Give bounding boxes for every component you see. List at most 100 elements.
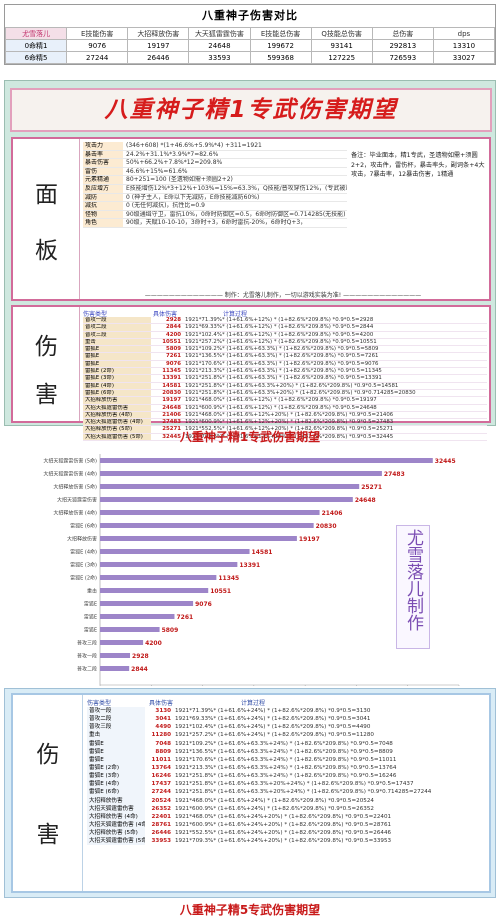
damage-value: 20524 [151,797,171,804]
side-char: 伤 [35,334,58,360]
data-label: 2844 [131,666,148,673]
damage-value: 10551 [162,338,181,345]
table-row: 雷狐E 5809 1921*109.2%* (1+61.6%+63.3%) * (1… [83,346,487,354]
chart-bar [100,588,209,593]
data-label: 21406 [322,510,343,517]
damage-type: 雷狐E (4命) [83,382,151,389]
stats-note: 备注：毕业面本，精1专武，圣遗物如需+须圆2+2，攻击件，雷伤杯，暴击率头，副词… [351,152,485,178]
damage-value: 5809 [165,346,181,353]
table-row: 雷狐E (3命) 13391 1921*251.8%* (1+61.6%+63.3%… [83,375,487,383]
damage-side-label: 伤 害 [13,695,83,891]
damage-formula: 1921*468.0%* (1+61.6%+12%+20%) * (1+82.6… [185,411,394,418]
data-label: 24648 [355,497,376,504]
damage-side-label: 伤 害 [13,307,80,421]
damage-value: 25271 [162,426,181,433]
table-cell: 0命精1 [4,39,68,52]
damage-formula: 1921*709.3%* (1+61.6%+12%+20%) * (1+82.6… [185,433,394,440]
stats-list: 攻击力 (346+608) *(1+46.6%+5.9%*4) +311=1921… [83,142,347,228]
table-row: 大招天狐霆雷伤害 (4命) 27483 1921*600.9%* (1+61.6%+… [83,419,487,427]
comparison-title: 八重神子伤害对比 [202,9,298,22]
damage-type: 雷狐E (4命) [87,780,145,789]
table-row: 雷狐E (6命) 27244 1921*251.8%* (1+61.6%+63.3%… [87,788,485,797]
table-cell: 19197 [127,39,190,52]
damage-type: 普攻三段 [83,331,151,338]
table-row: 雷狐E (4命) 17437 1921*251.8%* (1+61.6%+63.3%… [87,780,485,789]
damage-value: 9076 [165,360,181,367]
table-row: 雷狐E (4命) 14581 1921*251.8%* (1+61.6%+63.3%… [83,382,487,390]
panel-title: 八重神子精1专武伤害期望 [104,97,398,123]
damage-formula: 1921*600.9%* (1+61.6%+12%+20%) * (1+82.6… [185,419,394,426]
table-row: 大招天狐霆雷伤害 (5命) 32445 1921*709.3%* (1+61.6%+… [83,433,487,442]
stat-row: 攻击力 (346+608) *(1+46.6%+5.9%*4) +311=1921 [83,142,347,151]
damage-header-calc: 计算过程 [223,311,248,318]
chart-bar [100,666,130,671]
comparison-header: 尤雪落儿 [4,27,68,40]
comparison-header: 大招释放伤害 [127,27,190,40]
damage-value: 28761 [151,821,171,828]
stat-key: 反应增方 [83,184,123,193]
table-row: 普攻二段 3041 1921*69.33%* (1+61.6%+24%) * (1+… [87,715,485,724]
damage-type: 大招天狐霆雷伤害 (4命) [83,419,151,426]
category-label: 大招释放伤害 (5命) [53,484,97,491]
damage-type: 雷狐E (2命) [83,368,151,375]
damage-value: 7261 [165,353,181,360]
damage-formula: 1921*102.4%* (1+61.6%+12%) * (1+82.6%*20… [185,331,374,338]
comparison-header-row: 尤雪落儿 E技能伤害 大招释放伤害 大天狐雷霆伤害 E技能总伤害 Q技能总伤害 … [4,27,496,40]
category-label: 雷狐E [84,614,97,621]
chart-bar [100,562,238,567]
stat-row: 减抗 0 (无任何减抗)，抗性比=0.9 [83,202,347,211]
damage-formula: 1921*251.8%* (1+61.6%+63.3%) * (1+82.6%*… [185,375,382,382]
table-cell: 13310 [432,39,496,52]
damage-formula: 1921*251.8%* (1+61.6%+63.3%+20%+24%) * (… [175,781,414,788]
category-label: 重击 [87,588,97,595]
table-cell: 24648 [188,39,251,52]
stat-key: 雷伤 [83,167,123,176]
damage-type: 重击 [87,731,145,740]
stat-value: 46.6%+15%=61.6% [126,167,188,175]
section-title-bottom: 八重神子精5专武伤害期望 [179,903,321,917]
stat-value: (346+608) *(1+46.6%+5.9%*4) +311=1921 [126,142,262,149]
chart-bar [100,458,433,463]
damage-value: 27483 [162,419,181,426]
stat-value: 90级通缉守卫，雷抗10%，0命时防御区=0.5，6命时防御区=0.714285… [126,210,346,218]
chart-bar [100,627,160,632]
table-row: 大招天狐霆雷伤害 (5命) 33953 1921*709.3%* (1+61.6%+… [87,837,485,846]
damage-value: 11011 [151,756,171,763]
damage-formula: 1921*468.0%* (1+61.6%+24%+20%) * (1+82.6… [175,813,392,820]
damage-type: 雷狐E (3命) [83,375,151,382]
damage-formula: 1921*600.9%* (1+61.6%+24%+20%) * (1+82.6… [175,821,392,828]
comparison-header: 大天狐雷霆伤害 [188,27,251,40]
damage-value: 14581 [162,382,181,389]
category-label: 普攻三段 [77,640,97,647]
data-label: 19197 [299,536,320,543]
damage-header-value: 具体伤害 [149,700,174,707]
table-row: 雷狐E 8809 1921*136.5%* (1+61.6%+63.3%+24%) … [87,747,485,756]
damage-formula: 1921*257.2%* (1+61.6%+12%) * (1+82.6%*20… [185,338,377,345]
stat-row: 雷伤 46.6%+15%=61.6% [83,167,347,177]
damage-value: 21406 [162,411,181,418]
damage-value: 3041 [155,716,171,723]
comparison-table: 八重神子伤害对比 尤雪落儿 E技能伤害 大招释放伤害 大天狐雷霆伤害 E技能总伤… [4,4,496,65]
stat-value: 90级，天赋10-10-10，3命时+3，6命时雷抗-20%，6命时Q+3， [126,219,307,227]
damage-panel: 伤 害 伤害类型 具体伤害 计算过程 普攻一段 2928 1921*71.39%* … [11,305,491,442]
table-cell: 6命精5 [4,51,68,64]
damage-value: 16246 [151,773,171,780]
stat-value: 0 (无任何减抗)，抗性比=0.9 [126,202,205,210]
damage-value: 4200 [165,331,181,338]
damage-type: 大招天狐霆雷伤害 [83,404,151,411]
data-label: 27483 [384,471,405,478]
stat-value: 50%+66.2%+7.8%*12=209.8% [126,159,223,167]
stat-value: 24.2%+31.1%*3.9%*7=82.6% [126,150,219,158]
chart-bar [100,653,131,658]
category-label: 大招天狐霆雷伤害 [57,497,97,504]
damage-value: 4490 [155,724,171,731]
chart-bar [100,497,353,502]
damage-panel-refine5: 伤 害 伤害类型 具体伤害 计算过程 普攻一段 3130 1921*71.39%* … [11,693,491,893]
stat-row: 元素精通 80+251=100 (圣遗物如需+须圆2+2) [83,176,347,185]
comparison-header: Q技能总伤害 [310,27,373,40]
damage-value: 19197 [162,397,181,404]
damage-value: 11345 [162,368,181,375]
damage-table: 普攻一段 2928 1921*71.39%* (1+61.6%+12%) * (1+… [83,317,487,442]
table-cell: 93141 [310,39,373,52]
table-cell: 33027 [432,51,496,64]
